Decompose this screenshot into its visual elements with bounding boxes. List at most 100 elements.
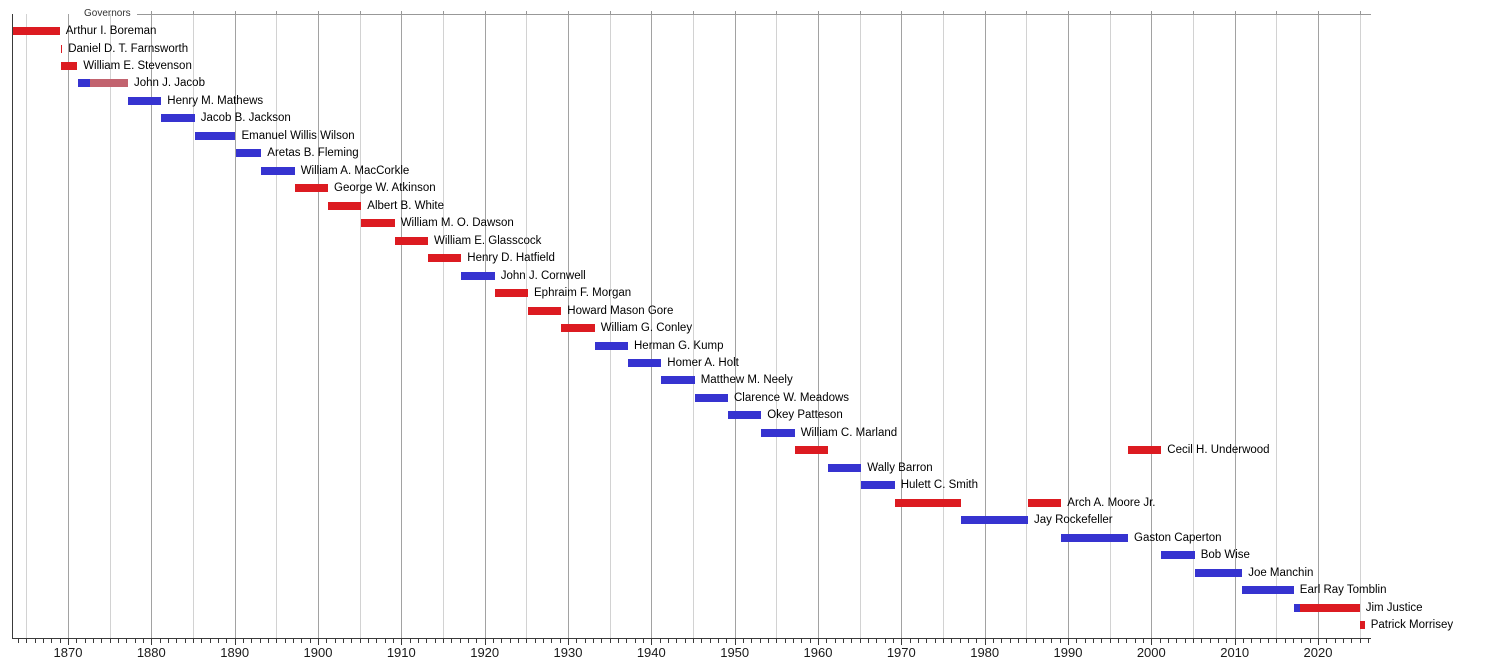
x-axis-tick [1109, 639, 1111, 643]
term-bar [494, 289, 528, 297]
x-axis-tick [1259, 639, 1261, 643]
x-axis-tick [268, 639, 269, 643]
x-axis-tick [1293, 639, 1294, 643]
x-axis-tick [909, 639, 911, 643]
x-axis-tick [93, 639, 94, 643]
governor-label: Earl Ray Tomblin [1299, 584, 1387, 596]
x-axis-tick [584, 639, 586, 643]
x-axis-tick-label: 1970 [886, 645, 916, 660]
top-tick [234, 11, 236, 14]
minor-gridline [609, 14, 611, 638]
top-tick [1234, 11, 1236, 14]
term-bar [428, 254, 462, 263]
top-tick [1026, 11, 1028, 14]
top-tick [526, 11, 528, 14]
x-axis-tick [768, 639, 769, 643]
x-axis-tick [126, 639, 128, 643]
x-axis-line [12, 638, 1371, 639]
x-axis-tick [684, 639, 686, 643]
top-tick [1276, 11, 1278, 14]
major-gridline [318, 14, 319, 638]
x-axis-tick [343, 639, 344, 643]
governor-label: John J. Jacob [134, 77, 205, 90]
chart-title: Governors [84, 8, 131, 19]
governor-label: Wally Barron [867, 461, 933, 474]
minor-gridline [526, 14, 528, 638]
term-bar [1061, 533, 1128, 542]
governor-label: Ephraim F. Morgan [534, 287, 632, 299]
minor-gridline [359, 14, 361, 638]
x-axis-tick [543, 639, 544, 643]
x-axis-tick [776, 639, 778, 643]
x-axis-tick [243, 639, 244, 643]
x-axis-tick [1193, 639, 1194, 643]
major-gridline [818, 14, 819, 638]
term-bar [235, 149, 262, 158]
top-tick [484, 11, 486, 14]
x-axis-tick [934, 639, 936, 643]
x-axis-tick [209, 639, 211, 643]
major-gridline [734, 14, 736, 638]
term-bar [794, 446, 828, 455]
x-axis-tick [718, 639, 719, 643]
x-axis-tick [384, 639, 386, 643]
major-gridline [651, 14, 653, 638]
minor-gridline [1026, 14, 1028, 638]
x-axis-tick-label: 1940 [636, 645, 666, 660]
x-axis-tick [743, 639, 744, 643]
minor-gridline [443, 14, 444, 638]
governor-label: Patrick Morrisey [1370, 619, 1454, 631]
x-axis-tick [1143, 639, 1144, 643]
minor-gridline [276, 14, 278, 638]
top-tick [984, 11, 986, 14]
minor-gridline [776, 14, 778, 638]
governor-label: Matthew M. Neely [700, 374, 793, 387]
term-bar [1194, 568, 1243, 577]
term-bar [1293, 603, 1300, 612]
x-axis-tick [68, 639, 69, 645]
x-axis-tick-label: 1980 [970, 645, 1000, 660]
minor-gridline [1359, 14, 1361, 638]
x-axis-tick [51, 639, 53, 643]
governor-label: Aretas B. Fleming [267, 147, 359, 160]
governor-label: Clarence W. Meadows [734, 391, 850, 404]
x-axis-tick [1243, 639, 1244, 643]
x-axis-tick [1284, 639, 1286, 643]
governor-label: Howard Mason Gore [567, 304, 674, 317]
x-axis-tick [659, 639, 661, 643]
x-axis-tick-label: 1990 [1053, 645, 1083, 660]
x-axis-tick [1084, 639, 1086, 643]
term-bar [628, 358, 662, 367]
x-axis-tick [1009, 639, 1011, 643]
x-axis-tick [643, 639, 644, 643]
term-bar [1028, 498, 1062, 507]
x-axis-tick [1234, 639, 1236, 645]
x-axis-tick-label: 1920 [470, 645, 500, 660]
x-axis-tick [593, 639, 594, 643]
x-axis-tick [1101, 639, 1103, 643]
x-axis-tick [1309, 639, 1311, 643]
x-axis-tick [151, 639, 153, 645]
x-axis-tick [793, 639, 794, 643]
governor-label: Bob Wise [1200, 549, 1250, 562]
top-tick [1109, 11, 1111, 14]
x-axis-tick [34, 639, 36, 643]
x-axis-tick [376, 639, 378, 643]
minor-gridline [1193, 14, 1194, 638]
top-tick [151, 11, 153, 14]
top-tick [193, 11, 194, 14]
major-gridline [984, 14, 986, 638]
x-axis-tick [18, 639, 19, 643]
x-axis-tick [676, 639, 678, 643]
x-axis-tick [176, 639, 178, 643]
x-axis-tick [501, 639, 503, 643]
x-axis-tick [701, 639, 703, 643]
x-axis-tick [451, 639, 453, 643]
term-bar [1128, 446, 1162, 455]
x-axis-tick [468, 639, 469, 643]
x-axis-tick [259, 639, 261, 643]
minor-gridline [693, 14, 694, 638]
x-axis-tick [159, 639, 161, 643]
term-bar [328, 201, 362, 210]
